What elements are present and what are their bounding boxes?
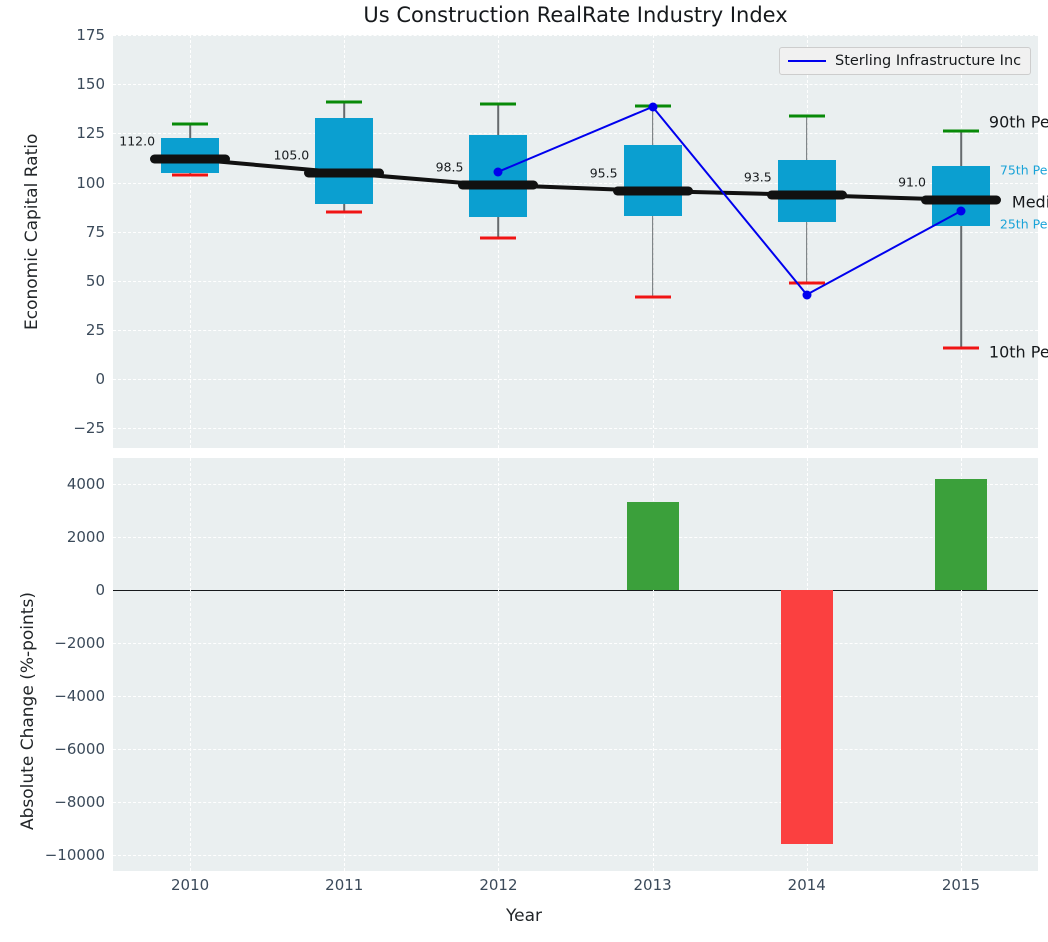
x-tick-label: 2015 bbox=[942, 876, 980, 894]
series-point-2014 bbox=[802, 290, 811, 299]
y-tick-label: 50 bbox=[86, 272, 105, 290]
gridline-horizontal bbox=[113, 749, 1038, 750]
industry-index-plot-area: 112.0105.098.595.593.591.090th Percentil… bbox=[113, 35, 1038, 448]
y-tick-label: 2000 bbox=[67, 528, 105, 546]
gridline-vertical bbox=[498, 458, 499, 871]
gridline-horizontal bbox=[113, 643, 1038, 644]
bottom-y-axis-ticks: 4000 2000 0 −2000 −4000 −6000 −8000 −10000 bbox=[0, 458, 105, 871]
y-tick-label: −4000 bbox=[54, 687, 105, 705]
chart-legend: Sterling Infrastructure Inc bbox=[779, 47, 1031, 75]
gridline-vertical bbox=[344, 458, 345, 871]
annotation-p10: 10th Percentile bbox=[989, 342, 1048, 361]
y-tick-label: 25 bbox=[86, 321, 105, 339]
y-tick-label: 100 bbox=[76, 174, 105, 192]
gridline-vertical bbox=[190, 458, 191, 871]
x-tick-label: 2010 bbox=[171, 876, 209, 894]
y-tick-label: 175 bbox=[76, 26, 105, 44]
bar-2013 bbox=[627, 502, 679, 590]
y-tick-label: −25 bbox=[73, 419, 105, 437]
gridline-horizontal bbox=[113, 855, 1038, 856]
series-point-2013 bbox=[648, 102, 657, 111]
y-tick-label: −8000 bbox=[54, 793, 105, 811]
absolute-change-plot-area bbox=[113, 458, 1038, 871]
chart-title: Us Construction RealRate Industry Index bbox=[113, 3, 1038, 27]
gridline-horizontal bbox=[113, 484, 1038, 485]
series-point-2012 bbox=[494, 167, 503, 176]
x-tick-label: 2014 bbox=[788, 876, 826, 894]
y-tick-label: −10000 bbox=[45, 846, 105, 864]
sterling-infrastructure-series-line bbox=[113, 35, 1038, 448]
gridline-horizontal bbox=[113, 802, 1038, 803]
top-y-axis-label: Economic Capital Ratio bbox=[22, 134, 42, 330]
x-tick-label: 2013 bbox=[633, 876, 671, 894]
chart-figure: Us Construction RealRate Industry Index … bbox=[0, 0, 1048, 942]
x-axis-label: Year bbox=[0, 906, 1048, 926]
y-tick-label: −6000 bbox=[54, 740, 105, 758]
y-tick-label: 125 bbox=[76, 124, 105, 142]
y-tick-label: 4000 bbox=[67, 475, 105, 493]
series-point-2015 bbox=[956, 207, 965, 216]
y-tick-label: 150 bbox=[76, 75, 105, 93]
annotation-p25: 25th Percentile bbox=[1000, 216, 1048, 231]
legend-line-swatch bbox=[788, 60, 826, 62]
bottom-y-axis-label: Absolute Change (%-points) bbox=[18, 592, 38, 830]
annotation-p90: 90th Percentile bbox=[989, 113, 1048, 132]
top-y-axis-ticks: 1751501251007550250−25 bbox=[0, 35, 105, 448]
x-tick-label: 2011 bbox=[325, 876, 363, 894]
y-tick-label: 0 bbox=[95, 581, 105, 599]
annotation-p75: 75th Percentile bbox=[1000, 162, 1048, 177]
zero-baseline bbox=[113, 590, 1038, 591]
gridline-horizontal bbox=[113, 537, 1038, 538]
gridline-horizontal bbox=[113, 696, 1038, 697]
legend-label-sterling: Sterling Infrastructure Inc bbox=[835, 53, 1021, 69]
y-tick-label: −2000 bbox=[54, 634, 105, 652]
y-tick-label: 0 bbox=[95, 370, 105, 388]
bar-2014 bbox=[781, 590, 833, 844]
y-tick-label: 75 bbox=[86, 223, 105, 241]
annotation-median: Median bbox=[1012, 193, 1048, 212]
bar-2015 bbox=[935, 479, 987, 590]
x-tick-label: 2012 bbox=[479, 876, 517, 894]
